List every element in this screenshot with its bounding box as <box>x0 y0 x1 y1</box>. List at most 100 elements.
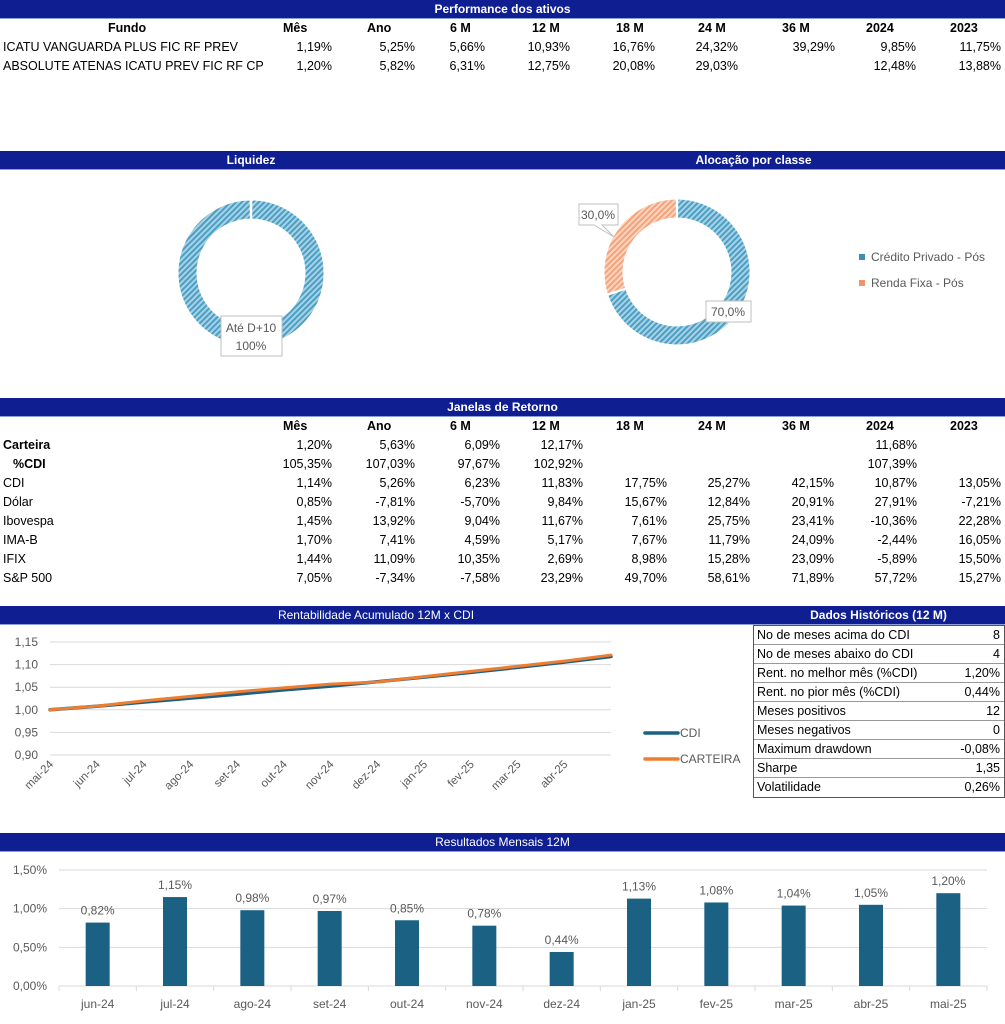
x-tick-label: nov-24 <box>466 997 503 1011</box>
y-tick-label: 0,00% <box>13 979 47 993</box>
column-header: 6 M <box>450 21 471 35</box>
x-tick-label: mar-25 <box>489 759 523 793</box>
dados-value: 0,26% <box>964 780 1000 794</box>
column-header: 36 M <box>782 21 810 35</box>
bar-data-label: 1,13% <box>622 880 656 894</box>
janelas-header-row: Mês Ano 6 M 12 M 18 M 24 M 36 M 2024 2023 <box>0 417 1005 436</box>
table-cell: 7,05% <box>296 571 332 585</box>
x-tick-label: fev-25 <box>700 997 734 1011</box>
table-cell: 23,09% <box>791 552 834 566</box>
dados-label: Meses negativos <box>757 723 851 737</box>
table-cell: 20,08% <box>612 59 655 73</box>
x-tick-label: dez-24 <box>350 758 384 792</box>
table-row: Dólar 0,85% -7,81% -5,70% 9,84% 15,67% 12,84% 2… <box>0 493 1005 512</box>
y-tick-label: 0,90 <box>15 748 39 762</box>
row-label: CDI <box>3 476 25 490</box>
table-cell: 5,26% <box>379 476 415 490</box>
dados-label: Sharpe <box>757 761 798 775</box>
bar-chart: 0,00% 0,50% 1,00% 1,50% 0,82% jun-24 1,15% jul-… <box>13 863 988 1011</box>
table-cell: 11,68% <box>875 438 917 452</box>
y-tick-label: 0,95 <box>15 725 39 739</box>
table-cell: 2,69% <box>547 552 583 566</box>
table-cell: 15,27% <box>958 571 1001 585</box>
column-header: Ano <box>367 419 392 433</box>
table-cell: 71,89% <box>791 571 834 585</box>
data-label-box <box>705 300 752 323</box>
table-cell: 0,85% <box>296 495 332 509</box>
table-cell: 7,67% <box>631 533 667 547</box>
bar <box>627 898 651 986</box>
liquidez-donut-chart: Até D+10 100% <box>177 199 325 357</box>
row-label: IFIX <box>3 552 26 566</box>
dados-row: Rent. no pior mês (%CDI) 0,44% <box>754 683 1004 702</box>
table-cell: -5,89% <box>877 552 917 566</box>
bar-data-label: 0,98% <box>235 891 269 905</box>
table-cell: -7,21% <box>961 495 1001 509</box>
performance-table: Fundo Mês Ano 6 M 12 M 18 M 24 M 36 M 2024 2023 IC… <box>0 19 1005 79</box>
column-header: 12 M <box>532 21 560 35</box>
table-cell: 11,09% <box>373 552 415 566</box>
table-cell: 39,29% <box>792 40 835 54</box>
row-label: Ibovespa <box>3 514 54 528</box>
table-cell: -7,81% <box>375 495 415 509</box>
bar <box>395 920 419 986</box>
column-header: 6 M <box>450 419 471 433</box>
bar-data-label: 0,85% <box>390 901 424 915</box>
row-label: Dólar <box>3 495 33 509</box>
legend-label: Renda Fixa - Pós <box>871 276 964 290</box>
x-tick-label: jan-25 <box>621 997 656 1011</box>
bar <box>240 910 265 986</box>
dados-value: -0,08% <box>960 742 1000 756</box>
x-tick-label: dez-24 <box>543 997 580 1011</box>
table-cell: 4,59% <box>464 533 500 547</box>
bar-data-label: 0,44% <box>545 933 579 947</box>
dados-row: Meses positivos 12 <box>754 702 1004 721</box>
table-cell: 23,29% <box>540 571 583 585</box>
y-tick-label: 1,05 <box>15 680 39 694</box>
fund-name: ICATU VANGUARDA PLUS FIC RF PREV <box>3 40 238 54</box>
legend-swatch <box>859 280 865 286</box>
y-tick-label: 1,10 <box>15 658 39 672</box>
dados-value: 4 <box>993 647 1000 661</box>
bar <box>859 904 883 986</box>
performance-header: Performance dos ativos <box>0 0 1005 19</box>
dados-label: Meses positivos <box>757 704 846 718</box>
table-cell: 107,39% <box>867 457 917 471</box>
table-cell: 11,79% <box>708 533 750 547</box>
data-label: Até D+10 <box>226 321 277 335</box>
column-header: 12 M <box>532 419 560 433</box>
x-tick-label: set-24 <box>313 997 347 1011</box>
y-tick-label: 1,00 <box>15 703 39 717</box>
donut-slice <box>603 198 677 295</box>
table-cell: 13,88% <box>958 59 1001 73</box>
liquidez-header: Liquidez <box>0 151 502 170</box>
table-cell: 10,35% <box>457 552 500 566</box>
donut-slice-ate-d10 <box>177 199 325 347</box>
column-header: 2023 <box>950 21 978 35</box>
table-cell: 12,48% <box>873 59 916 73</box>
dados-historicos-table: No de meses acima do CDI 8 No de meses aba… <box>753 625 1005 798</box>
table-cell: 6,09% <box>464 438 500 452</box>
column-header: 24 M <box>698 419 726 433</box>
table-cell: 1,70% <box>296 533 332 547</box>
x-tick-label: jan-25 <box>398 759 430 791</box>
alocacao-donut-chart: 70,0% 30,0% Crédito Privado - Pós Renda Fix… <box>578 198 985 346</box>
table-cell: 1,19% <box>296 40 332 54</box>
table-cell: 1,14% <box>296 476 332 490</box>
table-cell: -10,36% <box>870 514 917 528</box>
table-row: IMA-B 1,70% 7,41% 4,59% 5,17% 7,67% 11,79% 24,0… <box>0 531 1005 550</box>
table-row: ABSOLUTE ATENAS ICATU PREV FIC RF CP 1,20… <box>0 57 1005 76</box>
x-tick-label: abr-25 <box>538 759 570 791</box>
row-label: S&P 500 <box>3 571 53 585</box>
y-tick-label: 1,15 <box>15 635 39 649</box>
x-tick-label: ago-24 <box>163 758 197 792</box>
table-cell: 42,15% <box>791 476 834 490</box>
table-cell: 9,04% <box>464 514 500 528</box>
bar-data-label: 1,15% <box>158 878 192 892</box>
row-label: %CDI <box>13 457 46 471</box>
column-header: Fundo <box>108 21 147 35</box>
dados-label: No de meses abaixo do CDI <box>757 647 914 661</box>
column-header: 2023 <box>950 419 978 433</box>
table-row: Carteira 1,20% 5,63% 6,09% 12,17% 11,68% <box>0 436 1005 455</box>
bar <box>704 902 729 986</box>
